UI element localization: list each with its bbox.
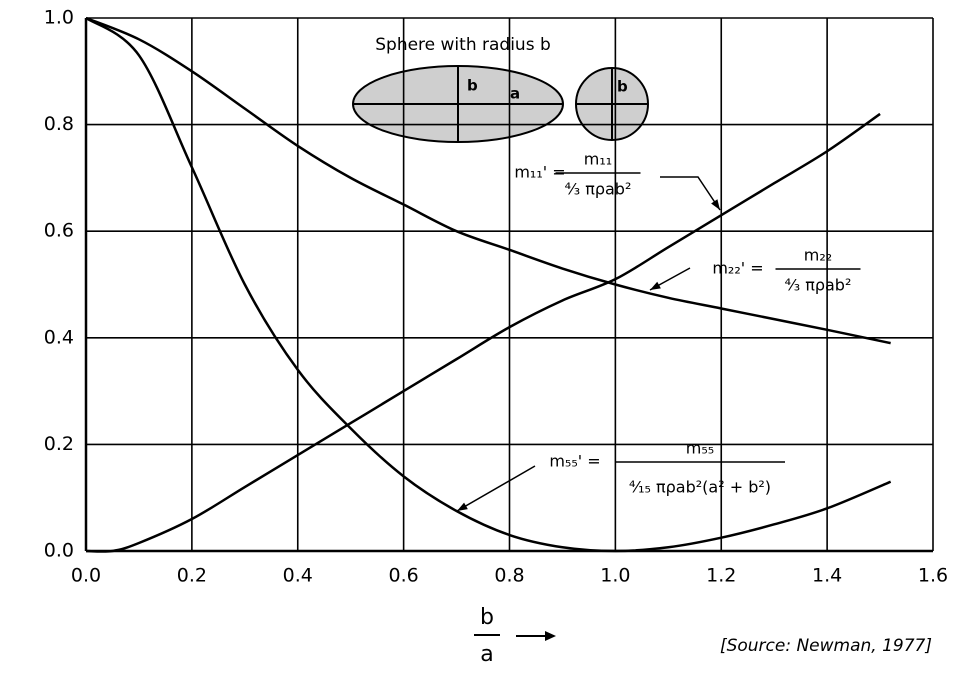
equation-denominator: ⁴⁄₁₅ πρab²(a² + b²) — [629, 478, 771, 497]
equation-lhs: m₅₅' = — [549, 452, 600, 471]
series-line — [85, 112, 881, 553]
ellipse-a-label: a — [510, 85, 520, 103]
y-tick-label: 0.2 — [44, 433, 74, 455]
equation-denominator: ⁴⁄₃ πρab² — [565, 180, 632, 199]
x-tick-label: 0.4 — [283, 565, 313, 587]
x-tick-label: 0.6 — [389, 565, 419, 587]
equation-numerator: m₅₅ — [686, 439, 714, 458]
series-line — [85, 16, 892, 553]
x-tick-label: 0.8 — [494, 565, 524, 587]
equation-lhs: m₂₂' = — [712, 259, 763, 278]
equation-lhs: m₁₁' = — [514, 163, 565, 182]
source-note: [Source: Newman, 1977] — [720, 636, 932, 656]
equation-numerator: m₁₁ — [584, 150, 612, 169]
y-tick-label: 0.8 — [44, 113, 74, 135]
x-tick-label: 0.2 — [177, 565, 207, 587]
equation-numerator: m₂₂ — [804, 246, 832, 265]
leader-arrowhead — [650, 281, 661, 290]
y-tick-label: 1.0 — [44, 7, 74, 29]
leader-line — [456, 465, 536, 512]
circle-b-label: b — [617, 78, 628, 96]
leader-line — [660, 176, 721, 211]
ellipse-b-label: b — [467, 77, 478, 95]
leader-arrowhead — [711, 199, 720, 210]
x-tick-label: 1.4 — [812, 565, 842, 587]
leader-arrowhead — [457, 502, 468, 511]
y-tick-label: 0.4 — [44, 326, 74, 348]
chart-title: Sphere with radius b — [375, 35, 551, 55]
x-tick-label: 0.0 — [71, 565, 101, 587]
x-label-denominator: a — [480, 642, 493, 667]
x-tick-label: 1.2 — [706, 565, 736, 587]
y-tick-label: 0.6 — [44, 220, 74, 242]
y-tick-label: 0.0 — [44, 540, 74, 562]
equation-denominator: ⁴⁄₃ πρab² — [785, 276, 852, 295]
x-label-arrowhead — [545, 631, 556, 641]
x-tick-label: 1.0 — [600, 565, 630, 587]
x-tick-label: 1.6 — [918, 565, 948, 587]
x-label-numerator: b — [480, 605, 494, 630]
series-line — [85, 16, 891, 345]
